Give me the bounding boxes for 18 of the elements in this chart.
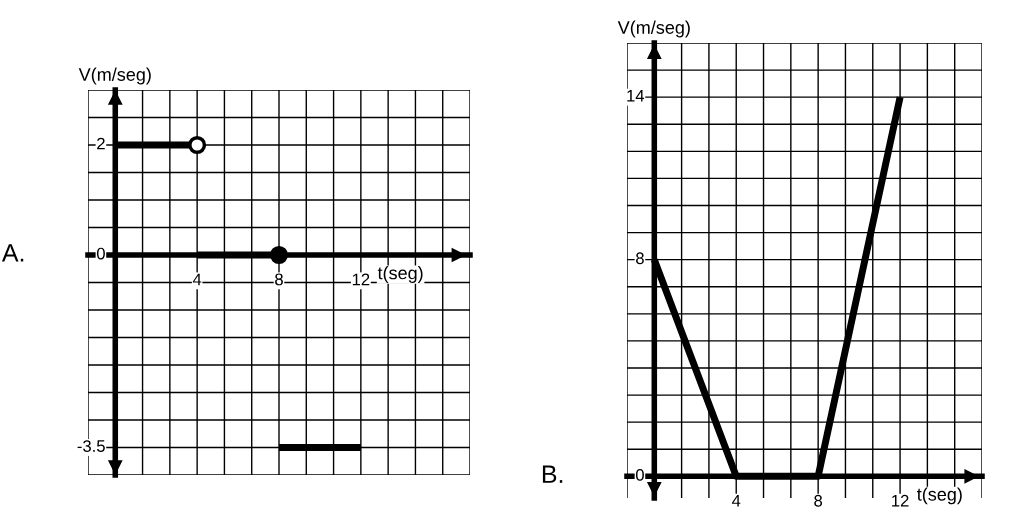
y-tick-label: -3.5 <box>77 440 105 452</box>
x-tick-label: 8 <box>814 494 823 507</box>
x-axis-title: t(seg) <box>917 487 962 505</box>
y-tick-label: 2 <box>97 137 105 150</box>
x-tick-label: 8 <box>275 273 283 286</box>
y-axis-title: V(m/seg) <box>617 20 690 38</box>
x-tick-label: 12 <box>892 494 909 507</box>
y-tick-label: 14 <box>627 90 645 102</box>
y-tick-label: 0 <box>635 469 644 481</box>
y-tick-label: 8 <box>636 252 644 265</box>
y-tick-label: 0 <box>96 247 105 260</box>
x-tick-label: 4 <box>731 495 741 507</box>
text: A. <box>1 244 24 262</box>
x-axis-title: t(seg) <box>377 266 423 283</box>
x-tick-label: 4 <box>192 273 202 286</box>
text: B. <box>542 465 563 483</box>
y-axis-title: V(m/seg) <box>78 67 151 85</box>
x-tick-label: 12 <box>352 273 370 286</box>
